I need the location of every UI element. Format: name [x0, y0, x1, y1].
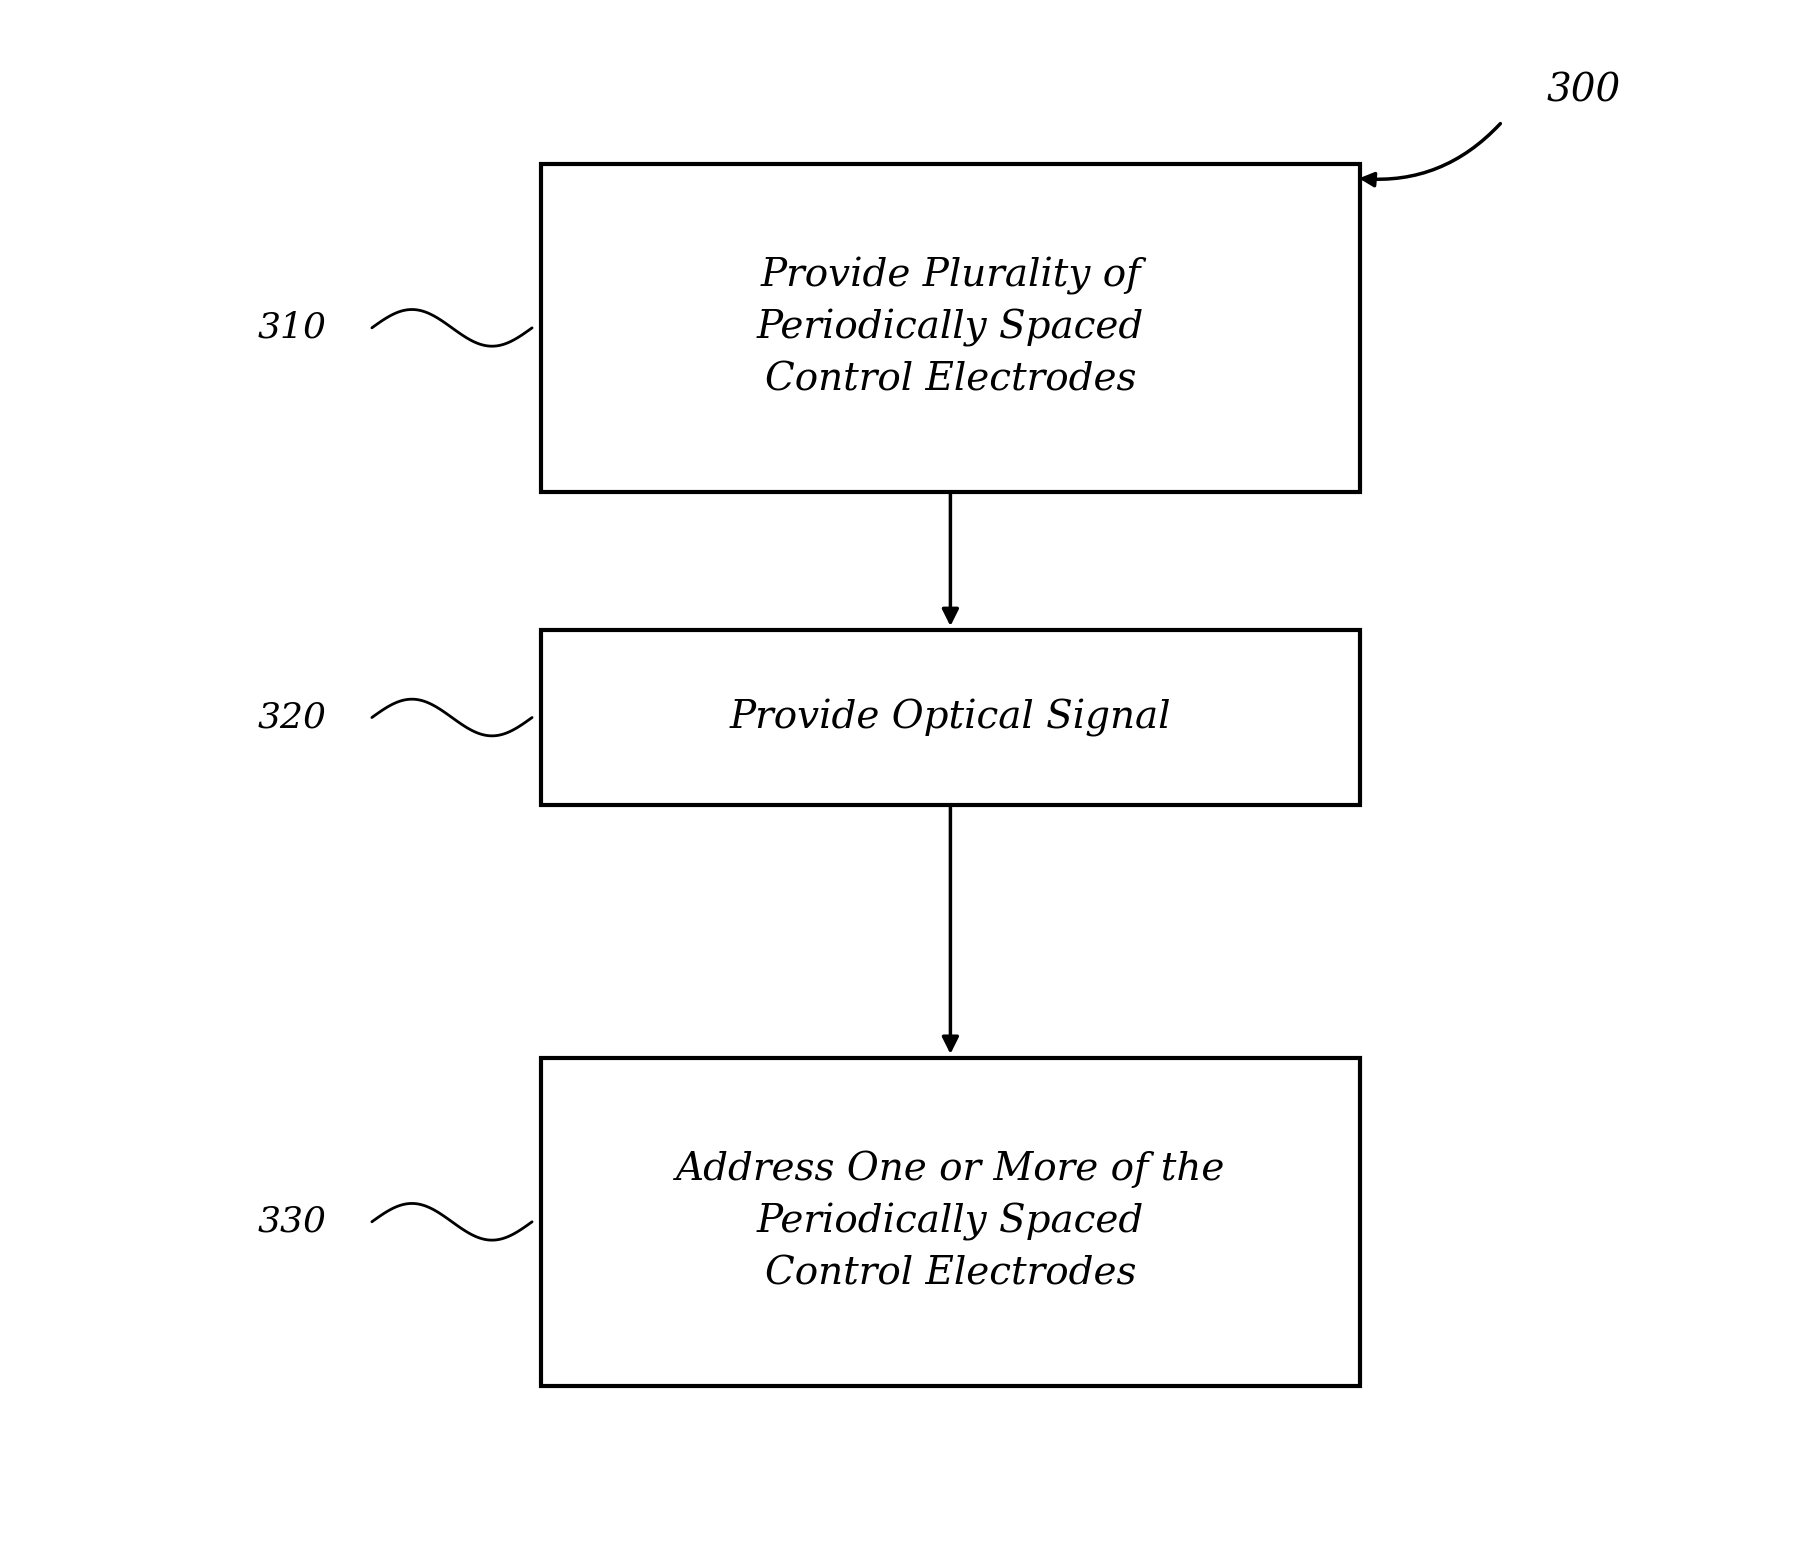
Text: 320: 320 — [257, 700, 327, 734]
Bar — [542, 629, 1360, 805]
Text: 330: 330 — [257, 1204, 327, 1238]
Text: 310: 310 — [257, 311, 327, 345]
Text: Provide Plurality of
Periodically Spaced
Control Electrodes: Provide Plurality of Periodically Spaced… — [757, 256, 1145, 399]
Bar — [542, 163, 1360, 492]
Text: Provide Optical Signal: Provide Optical Signal — [730, 699, 1171, 737]
Text: 300: 300 — [1546, 72, 1622, 109]
Text: Address One or More of the
Periodically Spaced
Control Electrodes: Address One or More of the Periodically … — [676, 1150, 1225, 1292]
Bar — [542, 1058, 1360, 1386]
